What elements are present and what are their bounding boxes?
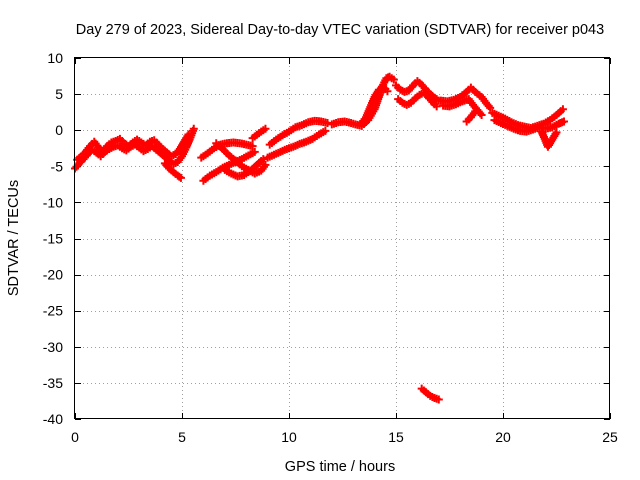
data-point: [559, 117, 568, 126]
y-tick-label: -5: [51, 158, 64, 174]
x-tick-label: 20: [495, 429, 511, 445]
data-point: [434, 395, 443, 404]
y-tick-label: -25: [43, 303, 63, 319]
data-point: [248, 142, 257, 151]
y-tick-label: -35: [43, 375, 63, 391]
data-point: [250, 147, 259, 156]
data-point: [259, 155, 268, 164]
x-tick-labels: 0 5 10 15 20 25: [71, 429, 618, 445]
data-point: [471, 107, 480, 116]
x-tick-label: 25: [602, 429, 618, 445]
x-tick-label: 0: [71, 429, 79, 445]
y-tick-label: 5: [55, 86, 63, 102]
y-tick-label: -30: [43, 339, 63, 355]
y-tick-label: -10: [43, 194, 63, 210]
data-point: [261, 160, 270, 169]
chart-title: Day 279 of 2023, Sidereal Day-to-day VTE…: [76, 22, 604, 38]
data-point: [558, 105, 567, 114]
data-point: [184, 130, 193, 139]
data-point: [176, 173, 185, 182]
x-tick-label: 10: [281, 429, 297, 445]
data-point: [189, 124, 198, 133]
x-tick-label: 15: [388, 429, 404, 445]
y-tick-label: 10: [47, 50, 63, 66]
data-points: [71, 72, 568, 404]
data-point: [261, 124, 270, 133]
plot-frame: [74, 57, 610, 419]
data-point: [477, 111, 486, 120]
data-point: [383, 87, 392, 96]
data-point: [552, 128, 561, 137]
y-tick-label: -40: [43, 411, 63, 427]
x-tick-label: 5: [178, 429, 186, 445]
y-axis-label: SDTVAR / TECUs: [6, 180, 22, 296]
x-axis-label: GPS time / hours: [285, 459, 395, 475]
y-tick-label: 0: [55, 122, 63, 138]
y-tick-labels: 10 5 0 -5 -10 -15 -20 -25 -30 -35 -40: [43, 50, 63, 427]
data-point: [175, 172, 184, 181]
data-point: [486, 103, 495, 112]
y-tick-label: -15: [43, 231, 63, 247]
y-tick-label: -20: [43, 267, 63, 283]
data-point: [321, 126, 330, 135]
data-point: [389, 75, 398, 84]
